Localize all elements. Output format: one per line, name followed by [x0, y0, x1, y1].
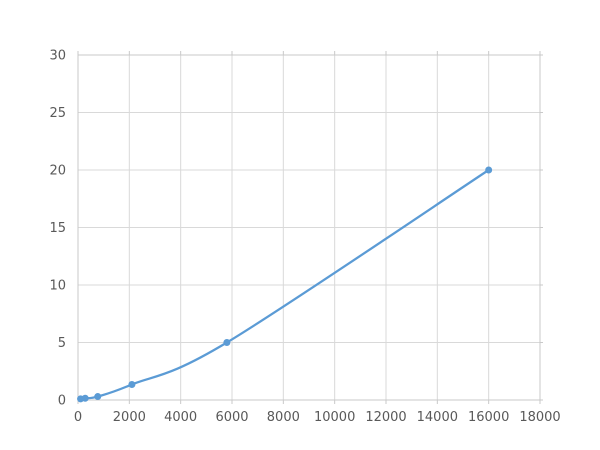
y-tick-label: 25: [49, 106, 66, 121]
y-tick-label: 10: [49, 279, 66, 294]
x-tick-label: 8000: [267, 410, 300, 425]
y-tick-label: 20: [49, 164, 66, 179]
data-point-marker: [223, 339, 231, 346]
y-tick-label: 5: [58, 336, 66, 351]
y-tick-label: 30: [49, 49, 66, 64]
x-tick-label: 10000: [314, 410, 355, 425]
x-tick-label: 2000: [113, 410, 146, 425]
x-tick-label: 12000: [365, 410, 406, 425]
x-tick-label: 0: [74, 410, 82, 425]
x-tick-label: 4000: [164, 410, 197, 425]
data-point-marker: [94, 393, 102, 401]
x-tick-label: 14000: [417, 410, 458, 425]
y-tick-label: 0: [58, 394, 66, 409]
data-point-marker: [485, 166, 493, 174]
data-point-marker: [128, 380, 136, 388]
x-tick-label: 6000: [215, 410, 248, 425]
x-tick-label: 18000: [519, 410, 560, 425]
series-line: [79, 168, 490, 400]
data-point-marker: [81, 394, 89, 402]
x-tick-label: 16000: [468, 410, 509, 425]
y-tick-label: 15: [49, 221, 66, 236]
